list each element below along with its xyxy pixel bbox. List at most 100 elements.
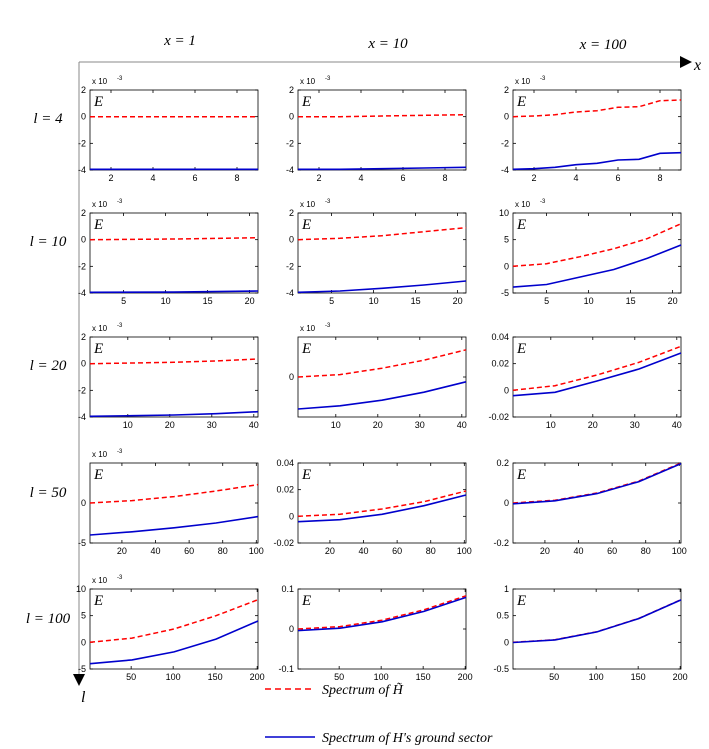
x-tick-label: 2 xyxy=(316,173,321,183)
panel-frame xyxy=(89,89,259,171)
x-tick-label: 8 xyxy=(442,173,447,183)
red-dashed-series-line xyxy=(297,490,467,518)
exponent-power: -3 xyxy=(117,323,123,329)
x-tick-label: 50 xyxy=(126,672,136,682)
exponent-power: -3 xyxy=(325,199,331,205)
y-tick-label: 0 xyxy=(289,112,294,122)
y-tick-label: -0.5 xyxy=(493,664,509,674)
x-tick-label: 10 xyxy=(123,420,133,430)
x-tick-label: 20 xyxy=(588,420,598,430)
row-label-l100: l = 100 xyxy=(26,611,71,627)
panel-r2-c2: 10 20 30 40 0.04 0.02 0 -0.02 E xyxy=(488,332,681,430)
panel-e-label: E xyxy=(516,593,526,609)
panel-e-label: E xyxy=(516,217,526,233)
panel-e-label: E xyxy=(93,467,103,483)
y-tick-label: 2 xyxy=(81,332,86,342)
y-tick-label: 0 xyxy=(504,637,509,647)
y-tick-label: -0.2 xyxy=(493,538,509,548)
exponent-label: x 10 xyxy=(92,450,108,459)
red-dashed-series-line xyxy=(298,113,467,118)
x-tick-label: 50 xyxy=(334,672,344,682)
blue-solid-series-line xyxy=(89,515,259,536)
x-tick-label: 30 xyxy=(207,420,217,430)
panel-r1-c2: 5 10 15 20 10 5 0 -5 x 10 -3 E xyxy=(499,199,682,306)
x-tick-label: 150 xyxy=(416,672,431,682)
blue-solid-series-line xyxy=(298,166,467,171)
x-tick-label: 4 xyxy=(573,173,578,183)
panel-e-label: E xyxy=(93,94,103,110)
y-tick-label: -5 xyxy=(501,288,509,298)
y-tick-label: 0.1 xyxy=(281,584,294,594)
exponent-power: -3 xyxy=(325,323,331,329)
x-tick-label: 20 xyxy=(245,296,255,306)
x-tick-label: 40 xyxy=(457,420,467,430)
column-label-x100: x = 100 xyxy=(579,37,627,53)
panel-r3-c2: 20 40 60 80 100 0.2 0 -0.2 E xyxy=(493,458,686,556)
blue-solid-series-line xyxy=(89,620,259,665)
x-axis-arrowhead xyxy=(680,56,692,68)
column-label-x10: x = 10 xyxy=(367,36,408,52)
red-dashed-series-line xyxy=(89,358,259,365)
x-tick-label: 10 xyxy=(369,296,379,306)
x-tick-label: 20 xyxy=(540,546,550,556)
panel-e-label: E xyxy=(301,94,311,110)
x-tick-label: 8 xyxy=(657,173,662,183)
blue-solid-series-line xyxy=(297,381,467,410)
l-axis-label: l xyxy=(81,689,86,706)
exponent-label: x 10 xyxy=(92,77,108,86)
y-tick-label: 0 xyxy=(289,624,294,634)
blue-solid-series-line xyxy=(512,599,682,644)
y-tick-label: 0.04 xyxy=(276,458,294,468)
row-label-l10: l = 10 xyxy=(30,234,67,250)
x-tick-label: 4 xyxy=(150,173,155,183)
panel-frame xyxy=(512,89,682,171)
panel-frame xyxy=(512,336,682,418)
x-tick-label: 20 xyxy=(668,296,678,306)
y-tick-label: -4 xyxy=(286,288,294,298)
exponent-power: -3 xyxy=(117,449,123,455)
panel-frame xyxy=(297,212,467,294)
y-tick-label: -4 xyxy=(286,165,294,175)
y-tick-label: 10 xyxy=(76,584,86,594)
exponent-label: x 10 xyxy=(515,200,531,209)
x-tick-label: 15 xyxy=(203,296,213,306)
blue-solid-series-line xyxy=(297,596,467,632)
panel-frame xyxy=(89,336,259,418)
x-tick-label: 20 xyxy=(117,546,127,556)
x-tick-label: 80 xyxy=(218,546,228,556)
panel-frame xyxy=(89,212,259,294)
panel-frame xyxy=(512,212,682,294)
x-tick-label: 60 xyxy=(184,546,194,556)
y-tick-label: -0.1 xyxy=(278,664,294,674)
x-tick-label: 5 xyxy=(121,296,126,306)
y-tick-label: 0 xyxy=(81,235,86,245)
exponent-power: -3 xyxy=(117,575,123,581)
x-tick-label: 30 xyxy=(630,420,640,430)
y-tick-label: -5 xyxy=(78,664,86,674)
panel-e-label: E xyxy=(301,217,311,233)
y-tick-label: 2 xyxy=(289,208,294,218)
panel-e-label: E xyxy=(301,593,311,609)
panel-e-label: E xyxy=(301,341,311,357)
panel-r0-c0: 2 4 6 8 2 0 -2 -4 x 10 -3 E xyxy=(78,76,259,183)
y-tick-label: 0 xyxy=(81,112,86,122)
x-tick-label: 4 xyxy=(358,173,363,183)
y-tick-label: 0.02 xyxy=(276,485,294,495)
y-tick-label: 0 xyxy=(289,372,294,382)
y-tick-label: 0 xyxy=(504,112,509,122)
exponent-power: -3 xyxy=(540,76,546,82)
y-tick-label: -4 xyxy=(78,165,86,175)
x-tick-label: 150 xyxy=(208,672,223,682)
x-tick-label: 60 xyxy=(392,546,402,556)
x-tick-label: 10 xyxy=(546,420,556,430)
x-tick-label: 10 xyxy=(161,296,171,306)
panel-r0-c2: 2 4 6 8 2 0 -2 -4 x 10 -3 E xyxy=(501,76,682,183)
legend: Spectrum of H̃ Spectrum of H's ground se… xyxy=(265,682,493,746)
x-tick-label: 20 xyxy=(165,420,175,430)
panel-e-label: E xyxy=(516,94,526,110)
x-tick-label: 100 xyxy=(672,546,687,556)
y-tick-label: -0.02 xyxy=(273,538,294,548)
y-tick-label: -2 xyxy=(78,138,86,148)
